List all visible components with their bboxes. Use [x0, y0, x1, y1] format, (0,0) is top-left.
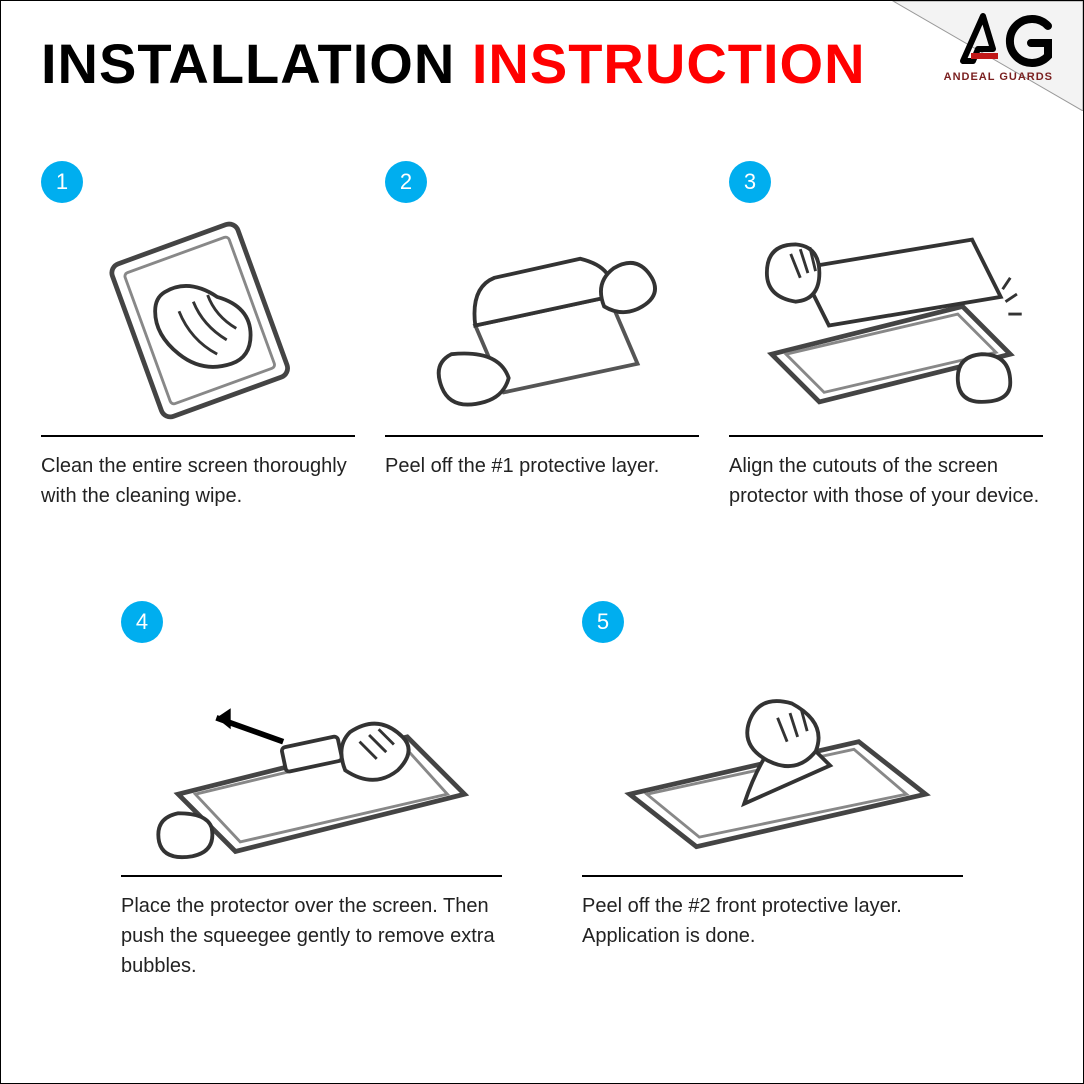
step-caption: Peel off the #1 protective layer.: [385, 451, 699, 481]
step-2: 2 Peel off the #1 protective layer.: [385, 161, 699, 511]
divider: [582, 875, 963, 877]
title-word-1: INSTALLATION: [41, 32, 455, 95]
title-word-2: INSTRUCTION: [472, 32, 866, 95]
step-caption: Align the cutouts of the screen protecto…: [729, 451, 1043, 511]
brand-logo: ANDEAL GUARDS: [863, 1, 1083, 111]
step-badge: 5: [582, 601, 624, 643]
step-5: 5 Peel off the #2 front protective layer…: [582, 601, 963, 981]
step-badge: 4: [121, 601, 163, 643]
step-caption: Clean the entire screen thoroughly with …: [41, 451, 355, 511]
step-4-illustration: [121, 651, 502, 861]
step-badge: 1: [41, 161, 83, 203]
header: INSTALLATION INSTRUCTION ANDEAL GUARDS: [1, 1, 1083, 131]
step-1-illustration: [41, 211, 355, 421]
divider: [729, 435, 1043, 437]
step-caption: Place the protector over the screen. The…: [121, 891, 502, 981]
steps-row-1: 1 Clean the entire screen thoroughly wit…: [1, 131, 1083, 601]
step-1: 1 Clean the entire screen thoroughly wit…: [41, 161, 355, 511]
step-4: 4 Place the protector over the screen. T…: [121, 601, 502, 981]
step-caption: Peel off the #2 front protective layer. …: [582, 891, 963, 951]
step-5-illustration: [582, 651, 963, 861]
step-3: 3 Align the cutouts of the screen protec…: [729, 161, 1043, 511]
step-badge: 2: [385, 161, 427, 203]
step-2-illustration: [385, 211, 699, 421]
divider: [385, 435, 699, 437]
divider: [121, 875, 502, 877]
brand-name: ANDEAL GUARDS: [944, 71, 1053, 83]
steps-row-2: 4 Place the protector over the screen. T…: [1, 601, 1083, 1021]
divider: [41, 435, 355, 437]
step-3-illustration: [729, 211, 1043, 421]
step-badge: 3: [729, 161, 771, 203]
